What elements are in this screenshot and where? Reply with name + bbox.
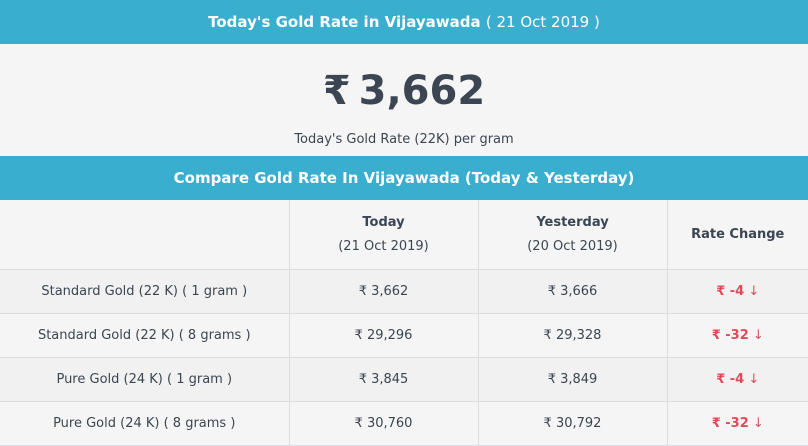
current-price: ₹3,662 <box>0 44 808 115</box>
change-value: ₹ -4 <box>716 372 745 387</box>
row-change: ₹ -4 ↓ <box>666 269 808 314</box>
row-yesterday-value: ₹ 30,792 <box>477 401 668 446</box>
change-value: ₹ -32 <box>711 328 749 343</box>
row-yesterday-value: ₹ 3,849 <box>477 357 668 402</box>
today-date: (21 Oct 2019) <box>338 239 429 254</box>
row-today-value: ₹ 3,662 <box>288 269 479 314</box>
row-change: ₹ -32 ↓ <box>666 313 808 358</box>
current-rate-panel: ₹3,662 Today's Gold Rate (22K) per gram <box>0 44 808 156</box>
row-label: Pure Gold (24 K) ( 8 grams ) <box>0 401 290 446</box>
row-change: ₹ -4 ↓ <box>666 357 808 402</box>
change-value: ₹ -4 <box>716 284 745 299</box>
change-value: ₹ -32 <box>711 416 749 431</box>
down-arrow-icon: ↓ <box>748 284 760 299</box>
table-row: Standard Gold (22 K) ( 1 gram ) ₹ 3,662 … <box>0 269 808 314</box>
rupee-icon: ₹ <box>322 68 351 114</box>
today-label: Today <box>362 215 405 230</box>
row-label: Standard Gold (22 K) ( 8 grams ) <box>0 313 290 358</box>
table-row: Pure Gold (24 K) ( 1 gram ) ₹ 3,845 ₹ 3,… <box>0 357 808 402</box>
down-arrow-icon: ↓ <box>752 328 764 343</box>
row-today-value: ₹ 30,760 <box>288 401 479 446</box>
header-cell-change: Rate Change <box>666 200 808 270</box>
down-arrow-icon: ↓ <box>752 416 764 431</box>
yesterday-label: Yesterday <box>536 215 609 230</box>
row-today-value: ₹ 29,296 <box>288 313 479 358</box>
table-row: Pure Gold (24 K) ( 8 grams ) ₹ 30,760 ₹ … <box>0 401 808 446</box>
row-yesterday-value: ₹ 3,666 <box>477 269 668 314</box>
current-price-caption: Today's Gold Rate (22K) per gram <box>294 132 514 147</box>
row-today-value: ₹ 3,845 <box>288 357 479 402</box>
rate-change-label: Rate Change <box>691 227 785 242</box>
yesterday-date: (20 Oct 2019) <box>527 239 618 254</box>
header-cell-yesterday: Yesterday (20 Oct 2019) <box>477 200 668 270</box>
down-arrow-icon: ↓ <box>748 372 760 387</box>
header-title: Today's Gold Rate in Vijayawada <box>208 13 481 31</box>
table-row: Standard Gold (22 K) ( 8 grams ) ₹ 29,29… <box>0 313 808 358</box>
header-cell-today: Today (21 Oct 2019) <box>288 200 479 270</box>
row-label: Standard Gold (22 K) ( 1 gram ) <box>0 269 290 314</box>
row-yesterday-value: ₹ 29,328 <box>477 313 668 358</box>
header-date: ( 21 Oct 2019 ) <box>485 13 600 31</box>
page-header: Today's Gold Rate in Vijayawada ( 21 Oct… <box>0 0 808 44</box>
table-header-row: Today (21 Oct 2019) Yesterday (20 Oct 20… <box>0 200 808 270</box>
compare-table: Today (21 Oct 2019) Yesterday (20 Oct 20… <box>0 200 808 446</box>
compare-title: Compare Gold Rate In Vijayawada (Today &… <box>173 169 635 187</box>
row-label: Pure Gold (24 K) ( 1 gram ) <box>0 357 290 402</box>
current-price-value: 3,662 <box>358 68 486 114</box>
compare-header: Compare Gold Rate In Vijayawada (Today &… <box>0 156 808 200</box>
row-change: ₹ -32 ↓ <box>666 401 808 446</box>
header-cell-label <box>0 200 290 270</box>
